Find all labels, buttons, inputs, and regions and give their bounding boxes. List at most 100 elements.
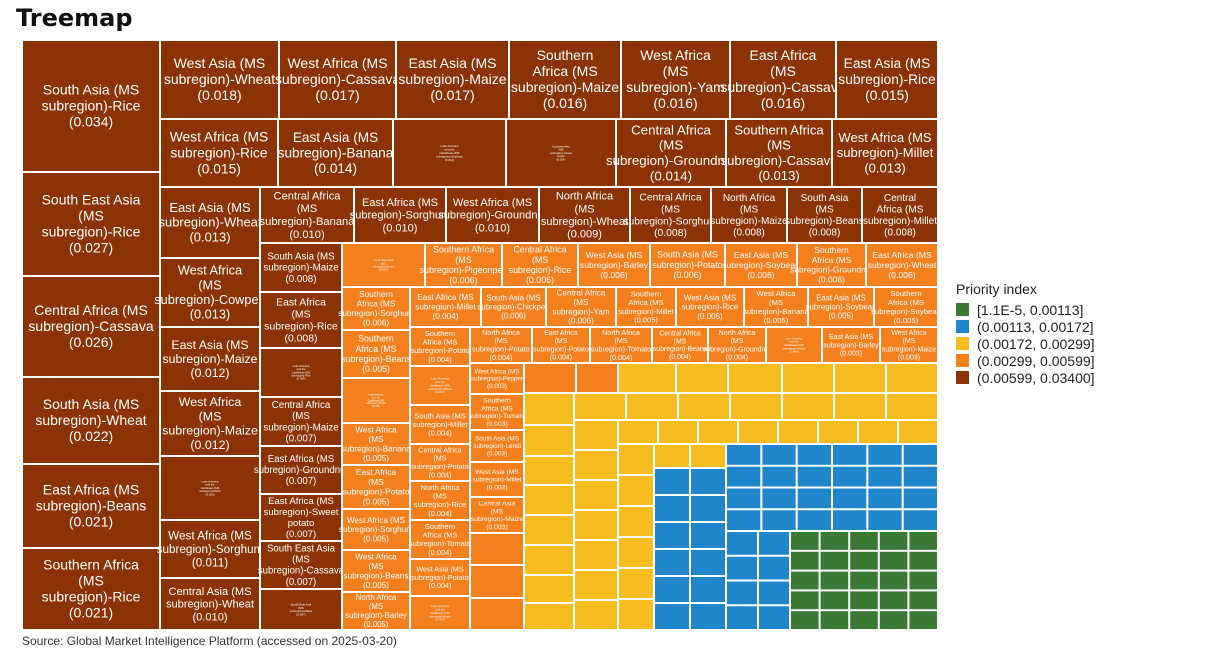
treemap-cell-rect [622, 41, 729, 118]
treemap-cell-rect [691, 604, 725, 629]
treemap-cell-rect [619, 600, 653, 629]
treemap-cell-rect [791, 571, 819, 590]
treemap-cell-label: West Africa (MS subregion)-Maize (0.012) [162, 395, 258, 452]
legend-item: (0.00599, 0.03400] [956, 369, 1095, 386]
treemap-cell [791, 571, 819, 590]
treemap-cell-rect [619, 445, 653, 474]
treemap-cell [575, 511, 617, 539]
treemap-cell [868, 510, 902, 530]
treemap-cell: North Africa (MS subregion)-Maize (0.008) [710, 188, 788, 242]
treemap-cell-label: North Africa (MS subregion)-Barley (0.005) [345, 593, 407, 629]
treemap-cell-rect [23, 378, 159, 463]
treemap-cell: Latin America and the Caribbean (MS subregi… [411, 367, 469, 404]
treemap-cell-label: East Africa (MS subregion)-Millet (0.004) [415, 293, 476, 321]
treemap-cell [619, 364, 675, 392]
legend-item: [1.1E-5, 0.00113] [956, 301, 1095, 318]
treemap-cell-rect [797, 445, 831, 465]
treemap-cell [868, 466, 902, 487]
treemap-cell-rect [161, 392, 259, 455]
treemap-cell: East Asia (MS subregion)-Barley (0.003) [823, 328, 879, 362]
treemap-cell-rect [797, 488, 831, 509]
treemap-cell: North Africa (MS subregion)-Potato (0.004) [471, 328, 531, 362]
treemap-cell-rect [731, 41, 835, 118]
treemap-cell-rect [261, 542, 341, 588]
treemap-cell [471, 566, 523, 597]
treemap-cell-label: East Asia (MS subregion)-Maize (0.017) [398, 55, 506, 103]
treemap-cell-rect [653, 328, 707, 362]
treemap-cell-label: Southern Africa (MS subregion)-Pigeonpea (0… [420, 244, 508, 285]
treemap-cell: North Africa (MS subregion)-Rice (0.004) [411, 482, 469, 519]
treemap-cell-rect [471, 498, 523, 532]
treemap-cell-label: North Africa (MS subregion)-Wheat (0.009) [541, 191, 628, 241]
treemap-cell-rect [343, 331, 409, 377]
treemap-cell [833, 488, 867, 509]
treemap-cell: West Africa (MS subregion)-Cowpea (0.013) [154, 259, 267, 326]
treemap-cell: East Africa (MS subregion)-Millet (0.004) [411, 288, 480, 326]
treemap-cell [797, 488, 831, 509]
treemap-cell-label: East Asia (MS subregion)-Wheat (0.013) [159, 200, 262, 245]
legend-label: (0.00599, 0.03400] [977, 369, 1095, 386]
treemap-cell: West Africa (MS subregion)-Sorghum (0.005) [339, 510, 413, 549]
treemap-cell-label: South Asia (MS subregion)-Potato (0.006) [652, 250, 722, 280]
treemap-cell-rect [779, 421, 817, 443]
treemap-cell: East Africa (MS subregion)-Sweet potato (0.… [261, 495, 341, 540]
treemap-cell-rect [731, 394, 781, 419]
treemap-cell-rect [820, 611, 849, 629]
treemap-cell-rect [23, 41, 159, 171]
treemap-cell: Central Africa (MS subregion)-Sorghum (0.00… [623, 188, 718, 242]
treemap-cell-rect [655, 550, 689, 575]
treemap-cell-rect [691, 523, 725, 548]
treemap-cell-label: East Asia (MS subregion)-Maize (0.012) [162, 338, 257, 380]
treemap-cell-rect [525, 546, 573, 574]
treemap-cell [850, 551, 878, 570]
treemap-cell-label: West Africa (MS subregion)-Banana (0.005) [341, 425, 411, 462]
treemap-cell-rect [591, 328, 651, 362]
treemap-cell-rect [820, 551, 849, 570]
treemap-cell-label: Latin America and the Caribbean (MS subregi… [291, 364, 311, 381]
treemap-cell [820, 551, 849, 570]
treemap-cell-rect [343, 244, 424, 286]
treemap-cell-rect [261, 590, 341, 629]
treemap-cell-rect [887, 364, 937, 392]
treemap-cell-rect [577, 364, 617, 392]
chart-title: Treemap [16, 4, 133, 32]
treemap-cell-rect [868, 466, 902, 487]
treemap-cell-rect [691, 445, 725, 467]
treemap-cell-rect [791, 551, 819, 570]
treemap-cell: East Africa (MS subregion)-Potato (0.005) [343, 466, 410, 508]
treemap-cell-rect [471, 534, 523, 564]
treemap-cell-rect [691, 496, 725, 521]
treemap-cell-rect [909, 532, 937, 550]
treemap-cell: South Asia (MS subregion)-Chickpea (0.006) [477, 288, 550, 326]
treemap-cell-rect [903, 510, 937, 530]
treemap-cell-label: East Asia (MS subregion)-Barley (0.003) [823, 334, 879, 357]
treemap-cell [903, 510, 937, 530]
treemap-cell-rect [261, 188, 353, 242]
treemap-cell-rect [525, 457, 573, 484]
treemap-cell-rect [411, 328, 469, 365]
treemap-cell-rect [619, 476, 653, 505]
treemap-cell-rect [727, 488, 761, 509]
treemap-cell-rect [879, 532, 908, 550]
treemap-cell-rect [875, 288, 937, 326]
treemap-cell-rect [411, 406, 469, 443]
treemap-cell: Southern Africa (MS subregion)-Rice (0.021) [23, 549, 159, 629]
treemap-cell [679, 394, 729, 419]
treemap-cell [691, 445, 725, 467]
treemap-cell-rect [859, 421, 897, 443]
treemap-cell-rect [619, 507, 653, 536]
treemap-cell [691, 577, 725, 602]
treemap-cell-rect [343, 593, 409, 629]
treemap-cell-rect [835, 394, 885, 419]
treemap-cell-rect [617, 120, 725, 186]
treemap-cell: Latin America and the Caribbean (MS subregi… [161, 457, 259, 519]
treemap-cell-label: East Asia (MS subregion)-Rice (0.015) [838, 55, 936, 103]
treemap-cell-label: Central Africa (MS subregion)-Beans (0.004) [653, 330, 708, 361]
treemap-cell-label: East Africa (MS subregion)-Sweet potato (0.… [264, 496, 339, 540]
treemap-cell-label: West Africa (MS subregion)-Millet (0.013) [837, 130, 934, 175]
treemap-cell: South Asia (MS subregion)-Millet (0.004) [411, 406, 469, 443]
treemap-cell-label: Central Africa (MS subregion)-Groundnut (0.… [606, 122, 736, 183]
treemap-cell [791, 611, 819, 629]
treemap-cell-rect [343, 379, 409, 422]
